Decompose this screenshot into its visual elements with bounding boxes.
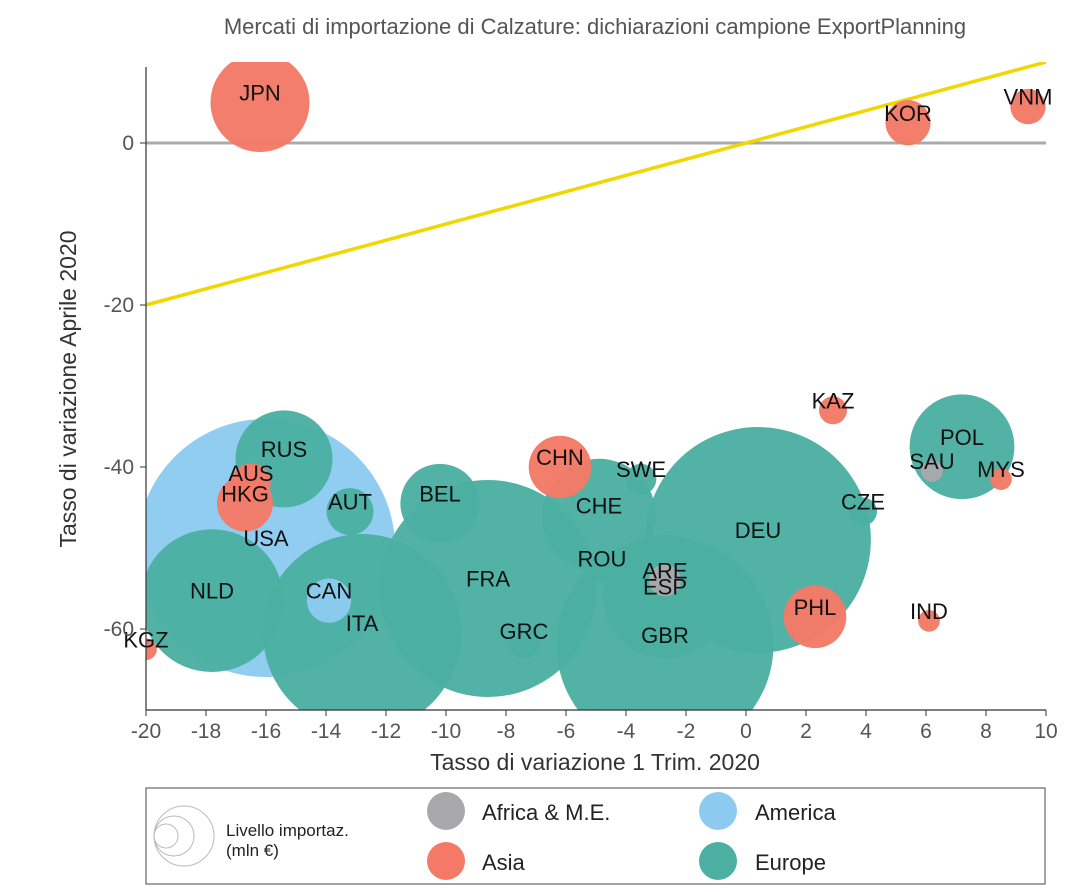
legend-swatch-asia <box>427 842 465 880</box>
bubble-label-ita: ITA <box>346 611 379 636</box>
bubble-label-ind: IND <box>910 599 948 624</box>
x-tick-label: -6 <box>557 720 576 743</box>
legend-swatch-africa-me <box>427 792 465 830</box>
bubble-label-chn: CHN <box>536 445 584 470</box>
bubble-label-che: CHE <box>576 494 622 519</box>
bubble-label-rou: ROU <box>578 546 627 571</box>
diagonal-reference-line <box>146 62 1047 307</box>
bubble-label-jpn: JPN <box>239 81 281 106</box>
x-tick-label: 0 <box>740 720 752 743</box>
legend-swatch-america <box>699 792 737 830</box>
x-tick-label: 2 <box>800 720 812 743</box>
bubble-sau <box>921 460 943 482</box>
bubble-label-gbr: GBR <box>641 623 689 648</box>
bubble-swe <box>625 463 657 495</box>
bubble-rou <box>588 554 616 583</box>
bubble-nld <box>146 529 284 673</box>
x-tick-label: -16 <box>251 720 281 743</box>
legend-size-title-line2: (mln €) <box>226 841 279 860</box>
bubble-esp <box>603 534 727 659</box>
legend: Livello importaz. (mln €) Africa & M.E. … <box>145 787 1046 885</box>
bubble-label-aut: AUT <box>328 490 372 515</box>
bubble-label-hkg: HKG <box>221 481 269 506</box>
bubble-aut <box>326 488 374 535</box>
x-tick-label: 10 <box>1034 720 1057 743</box>
bubble-aus <box>231 463 271 503</box>
x-tick-label: -2 <box>677 720 696 743</box>
legend-label-america: America <box>755 800 836 825</box>
bubble-label-usa: USA <box>243 526 289 551</box>
bubble-label-phl: PHL <box>794 595 837 620</box>
x-tick-label: -14 <box>311 720 342 743</box>
bubble-label-sau: SAU <box>909 449 954 474</box>
legend-label-europe: Europe <box>755 850 826 875</box>
bubble-label-aus: AUS <box>228 461 273 486</box>
bubble-bel <box>400 463 480 544</box>
bubble-grc <box>506 624 542 659</box>
bubbles-layer <box>146 62 1046 710</box>
x-tick-label: -10 <box>431 720 461 743</box>
legend-size-title-line1: Livello importaz. <box>226 821 349 840</box>
bubble-kaz <box>819 396 847 425</box>
legend-size-icon <box>153 805 215 867</box>
bubble-label-swe: SWE <box>616 457 666 482</box>
y-tick-label: -60 <box>104 618 134 641</box>
legend-swatch-europe <box>699 842 737 880</box>
bubble-mys <box>990 468 1012 490</box>
x-tick-label: -18 <box>191 720 221 743</box>
x-tick-label: 6 <box>920 720 932 743</box>
bubble-label-pol: POL <box>940 425 984 450</box>
bubble-label-esp: ESP <box>643 575 687 600</box>
bubble-kgz <box>146 638 157 661</box>
bubble-label-kaz: KAZ <box>812 388 855 413</box>
x-tick-label: -4 <box>617 720 636 743</box>
axes: -20 -18 -16 -14 -12 -10 -8 -6 -4 -2 0 2 4 6 8 100-20-40… <box>104 67 1058 743</box>
legend-label-africa-me: Africa & M.E. <box>482 800 610 825</box>
bubble-label-grc: GRC <box>500 619 549 644</box>
x-tick-label: 8 <box>980 720 992 743</box>
bubble-phl <box>783 585 847 649</box>
bubble-label-vnm: VNM <box>1004 85 1053 110</box>
x-tick-label: -12 <box>371 720 401 743</box>
bubble-label-kor: KOR <box>884 101 932 126</box>
bubble-chn <box>528 435 592 499</box>
y-tick-label: -20 <box>104 294 134 317</box>
reference-lines <box>146 62 1047 307</box>
bubble-label-mys: MYS <box>977 457 1025 482</box>
x-tick-label: -20 <box>131 720 161 743</box>
bubble-ita <box>263 534 461 710</box>
bubble-label-bel: BEL <box>419 481 461 506</box>
bubble-are <box>649 564 681 597</box>
bubble-label-fra: FRA <box>466 567 510 592</box>
bubble-cze <box>849 497 877 526</box>
bubble-kor <box>885 100 931 146</box>
bubble-vnm <box>1010 88 1046 125</box>
y-axis-label: Tasso di variazione Aprile 2020 <box>55 230 81 547</box>
bubble-label-are: ARE <box>642 558 687 583</box>
y-tick-label: -40 <box>104 456 134 479</box>
bubble-jpn <box>210 62 310 152</box>
chart-title: Mercati di importazione di Calzature: di… <box>224 14 966 39</box>
bubble-label-cze: CZE <box>841 490 885 515</box>
legend-label-asia: Asia <box>482 850 526 875</box>
bubble-label-can: CAN <box>306 579 352 604</box>
bubble-can <box>306 578 352 623</box>
bubble-label-rus: RUS <box>261 437 307 462</box>
bubble-ind <box>918 610 940 632</box>
x-axis-label: Tasso di variazione 1 Trim. 2020 <box>430 749 760 775</box>
bubble-label-deu: DEU <box>735 518 781 543</box>
legend-box <box>145 787 1046 885</box>
y-tick-label: 0 <box>122 132 134 155</box>
x-tick-label: -8 <box>497 720 516 743</box>
bubble-label-nld: NLD <box>190 579 234 604</box>
x-tick-label: 4 <box>860 720 872 743</box>
